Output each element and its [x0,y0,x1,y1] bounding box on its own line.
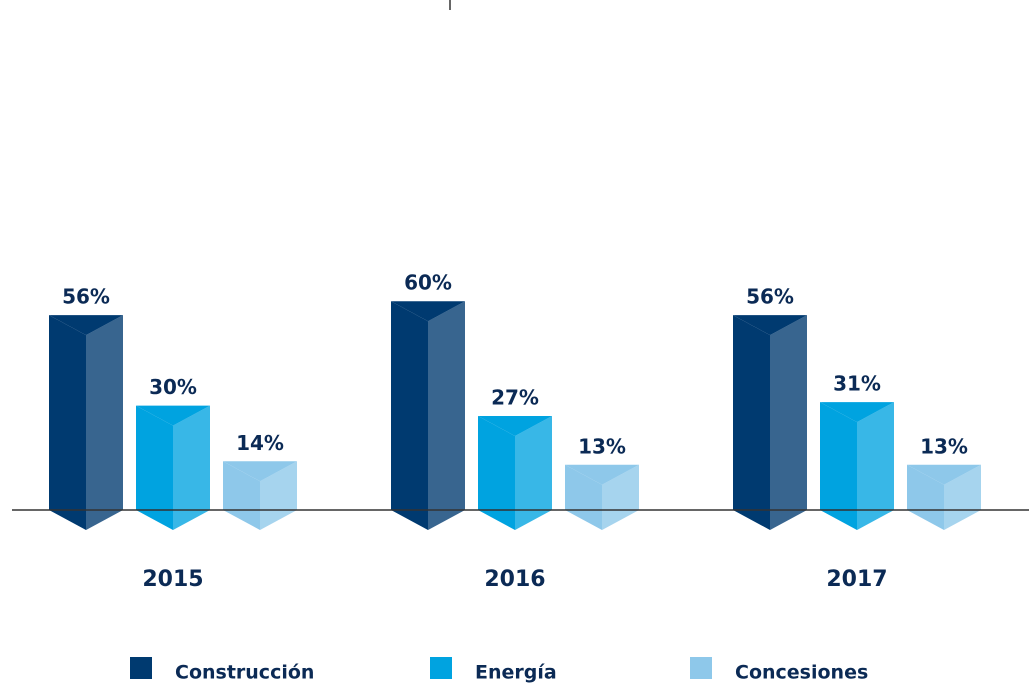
bar [391,301,465,530]
legend-swatch [130,657,152,679]
bar-side [857,402,894,530]
legend-label: Energía [475,662,557,684]
value-label: 31% [833,372,881,396]
bar-top [733,315,807,336]
value-label: 13% [920,434,968,458]
bar-side [428,301,465,530]
x-tick-label: 2016 [484,567,545,592]
bar-side [86,315,123,530]
value-label: 30% [149,375,197,399]
value-label: 13% [578,434,626,458]
bar-top [820,402,894,423]
bar-side-shade [260,461,297,530]
bar-side-shade [857,402,894,530]
bar-top [223,461,297,482]
bar-top [391,301,465,322]
value-label: 60% [404,271,452,295]
x-tick-label: 2017 [826,567,887,592]
value-label: 27% [491,386,539,410]
bar [223,461,297,530]
bar-front [223,461,260,530]
bar-front [391,301,428,530]
bar-front [907,464,944,530]
value-label: 56% [746,285,794,309]
bar-side-shade [602,464,639,530]
bar-side [173,405,210,530]
bar-side-shade [173,405,210,530]
bar-top [136,405,210,426]
bar-top [49,315,123,336]
bar-top [907,464,981,485]
bar-side-shade [944,464,981,530]
bar-front [478,416,515,530]
bar-front [49,315,86,530]
bar-side-shade [770,315,807,530]
bar [49,315,123,530]
bar-front [565,464,602,530]
bar [907,464,981,530]
bar-side [944,464,981,530]
bar-front [136,405,173,530]
bar-front [733,315,770,530]
bar-side [515,416,552,530]
legend-label: Construcción [175,662,314,684]
bar-side-shade [428,301,465,530]
bar [565,464,639,530]
bar [733,315,807,530]
legend-label: Concesiones [735,662,868,684]
bar-front [820,402,857,530]
x-tick-label: 2015 [142,567,203,592]
bar-side [602,464,639,530]
legend-swatch [690,657,712,679]
value-label: 56% [62,285,110,309]
bar [136,405,210,530]
bar-side-shade [86,315,123,530]
value-label: 14% [236,431,284,455]
bar-side-shade [515,416,552,530]
legend-swatch [430,657,452,679]
bar-top [565,464,639,485]
bar [820,402,894,530]
bar-top [478,416,552,437]
bar-side [770,315,807,530]
bar [478,416,552,530]
bar-side [260,461,297,530]
